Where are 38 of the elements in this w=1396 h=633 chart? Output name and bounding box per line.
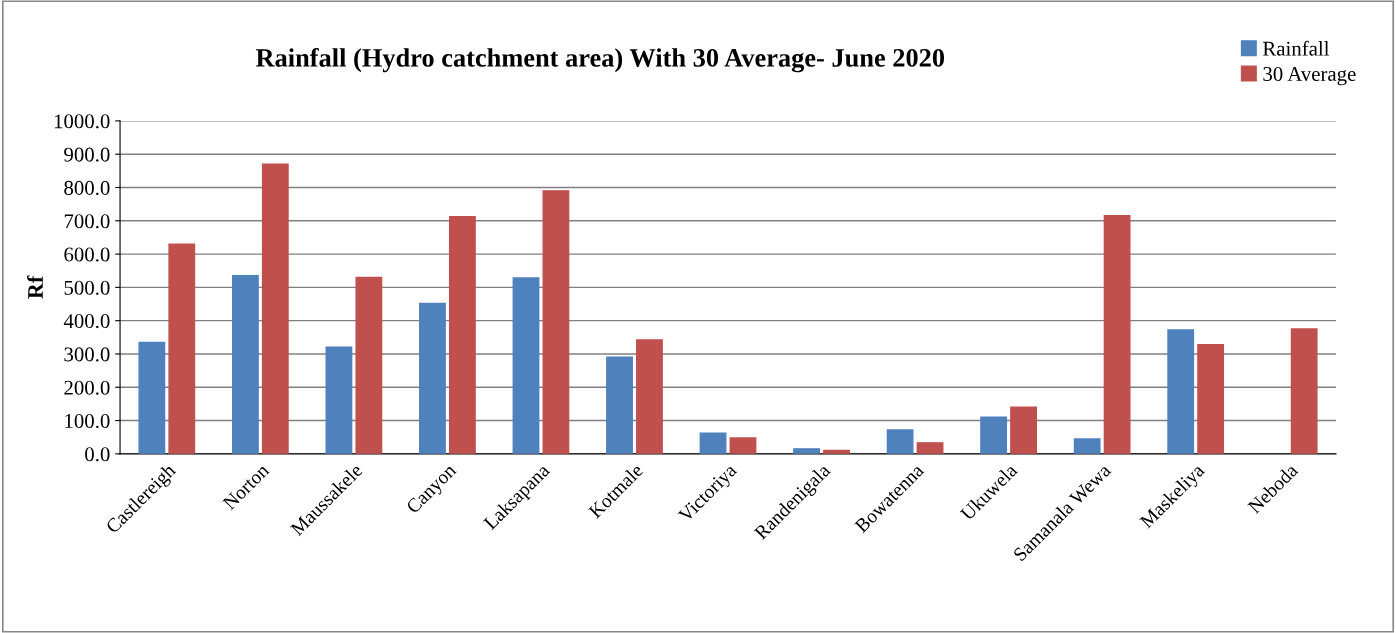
y-tick-label: 200.0	[64, 380, 110, 395]
y-tick-label: 300.0	[64, 347, 110, 362]
bar	[512, 277, 540, 454]
y-tick-label: 1000.0	[54, 114, 110, 129]
y-tick-label: 600.0	[64, 247, 110, 262]
bar	[980, 416, 1008, 454]
bar	[1197, 343, 1225, 454]
bar	[325, 346, 353, 454]
y-axis-title: Rf	[27, 275, 43, 299]
bar	[448, 216, 476, 454]
bar	[419, 302, 446, 454]
bar	[138, 341, 166, 454]
legend-label: Rainfall	[1262, 40, 1330, 56]
bar	[886, 429, 914, 454]
bar	[1073, 438, 1101, 454]
bar	[1290, 328, 1318, 454]
y-tick-label: 700.0	[64, 214, 110, 229]
y-tick-label: 0.0	[85, 447, 110, 462]
bar	[729, 437, 757, 454]
bar	[1167, 329, 1195, 454]
bar	[606, 356, 633, 454]
bar	[1010, 406, 1037, 454]
y-tick-label: 900.0	[64, 147, 110, 162]
y-tick-label: 400.0	[63, 314, 110, 329]
bar	[261, 163, 289, 454]
bar	[1103, 215, 1131, 454]
legend-label: 30 Average	[1263, 66, 1356, 86]
bar	[231, 275, 259, 454]
y-tick-label: 800.0	[64, 180, 110, 196]
bar	[542, 190, 570, 454]
y-tick-label: 500.0	[64, 280, 110, 295]
bar	[699, 432, 727, 454]
bar	[355, 276, 383, 454]
chart-title: Rainfall (Hydro catchment area) With 30 Average- June 2020	[255, 47, 945, 73]
bar	[168, 243, 196, 454]
bar	[916, 442, 944, 454]
y-tick-label: 100.0	[65, 413, 110, 429]
bar	[636, 339, 663, 454]
